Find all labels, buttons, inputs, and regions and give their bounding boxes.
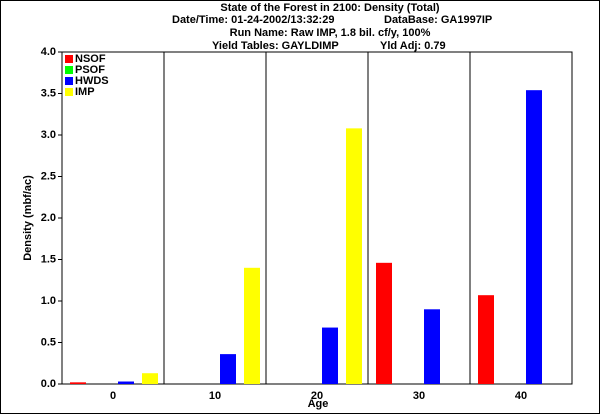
subtitle: Yld Adj: 0.79 [380, 40, 446, 52]
legend-swatch [65, 77, 73, 85]
legend-swatch [65, 66, 73, 74]
bar [478, 295, 494, 384]
legend-swatch [65, 88, 73, 96]
x-tick-label: 40 [515, 390, 527, 402]
bar [220, 354, 236, 384]
bar [244, 267, 260, 384]
legend-label: PSOF [75, 64, 105, 76]
subtitle: Yield Tables: GAYLDIMP [212, 40, 339, 52]
x-tick-label: 0 [110, 390, 116, 402]
plot-area [61, 51, 573, 385]
y-tick-label: 1.0 [41, 295, 56, 307]
y-tick-label: 2.0 [41, 212, 56, 224]
x-tick-label: 30 [413, 390, 425, 402]
bar [526, 90, 542, 385]
bar [346, 128, 362, 384]
bar [322, 327, 338, 384]
subtitle: DataBase: GA1997IP [384, 14, 492, 26]
y-tick-label: 0.5 [41, 336, 56, 348]
x-tick-label: 10 [209, 390, 221, 402]
x-tick-label: 20 [311, 390, 323, 402]
x-axis-label: Age [308, 398, 329, 410]
y-tick-label: 0.0 [41, 378, 56, 390]
bar [70, 382, 86, 384]
legend-label: IMP [75, 86, 95, 98]
y-tick-label: 3.5 [41, 87, 56, 99]
bar [118, 381, 134, 384]
legend-label: HWDS [75, 75, 109, 87]
legend-label: NSOF [75, 53, 106, 65]
y-axis-label: Density (mbf/ac) [22, 175, 34, 261]
y-tick-label: 3.0 [41, 129, 56, 141]
legend-swatch [65, 55, 73, 63]
bar [424, 309, 440, 384]
y-tick-label: 4.0 [41, 46, 56, 58]
chart-title: State of the Forest in 2100: Density (To… [220, 2, 440, 14]
bar [142, 373, 158, 384]
bar [376, 262, 392, 384]
subtitle: Date/Time: 01-24-2002/13:32:29 [172, 14, 334, 26]
y-tick-label: 1.5 [41, 253, 56, 265]
y-tick-label: 2.5 [41, 170, 56, 182]
subtitle: Run Name: Raw IMP, 1.8 bil. cf/y, 100% [230, 27, 431, 39]
